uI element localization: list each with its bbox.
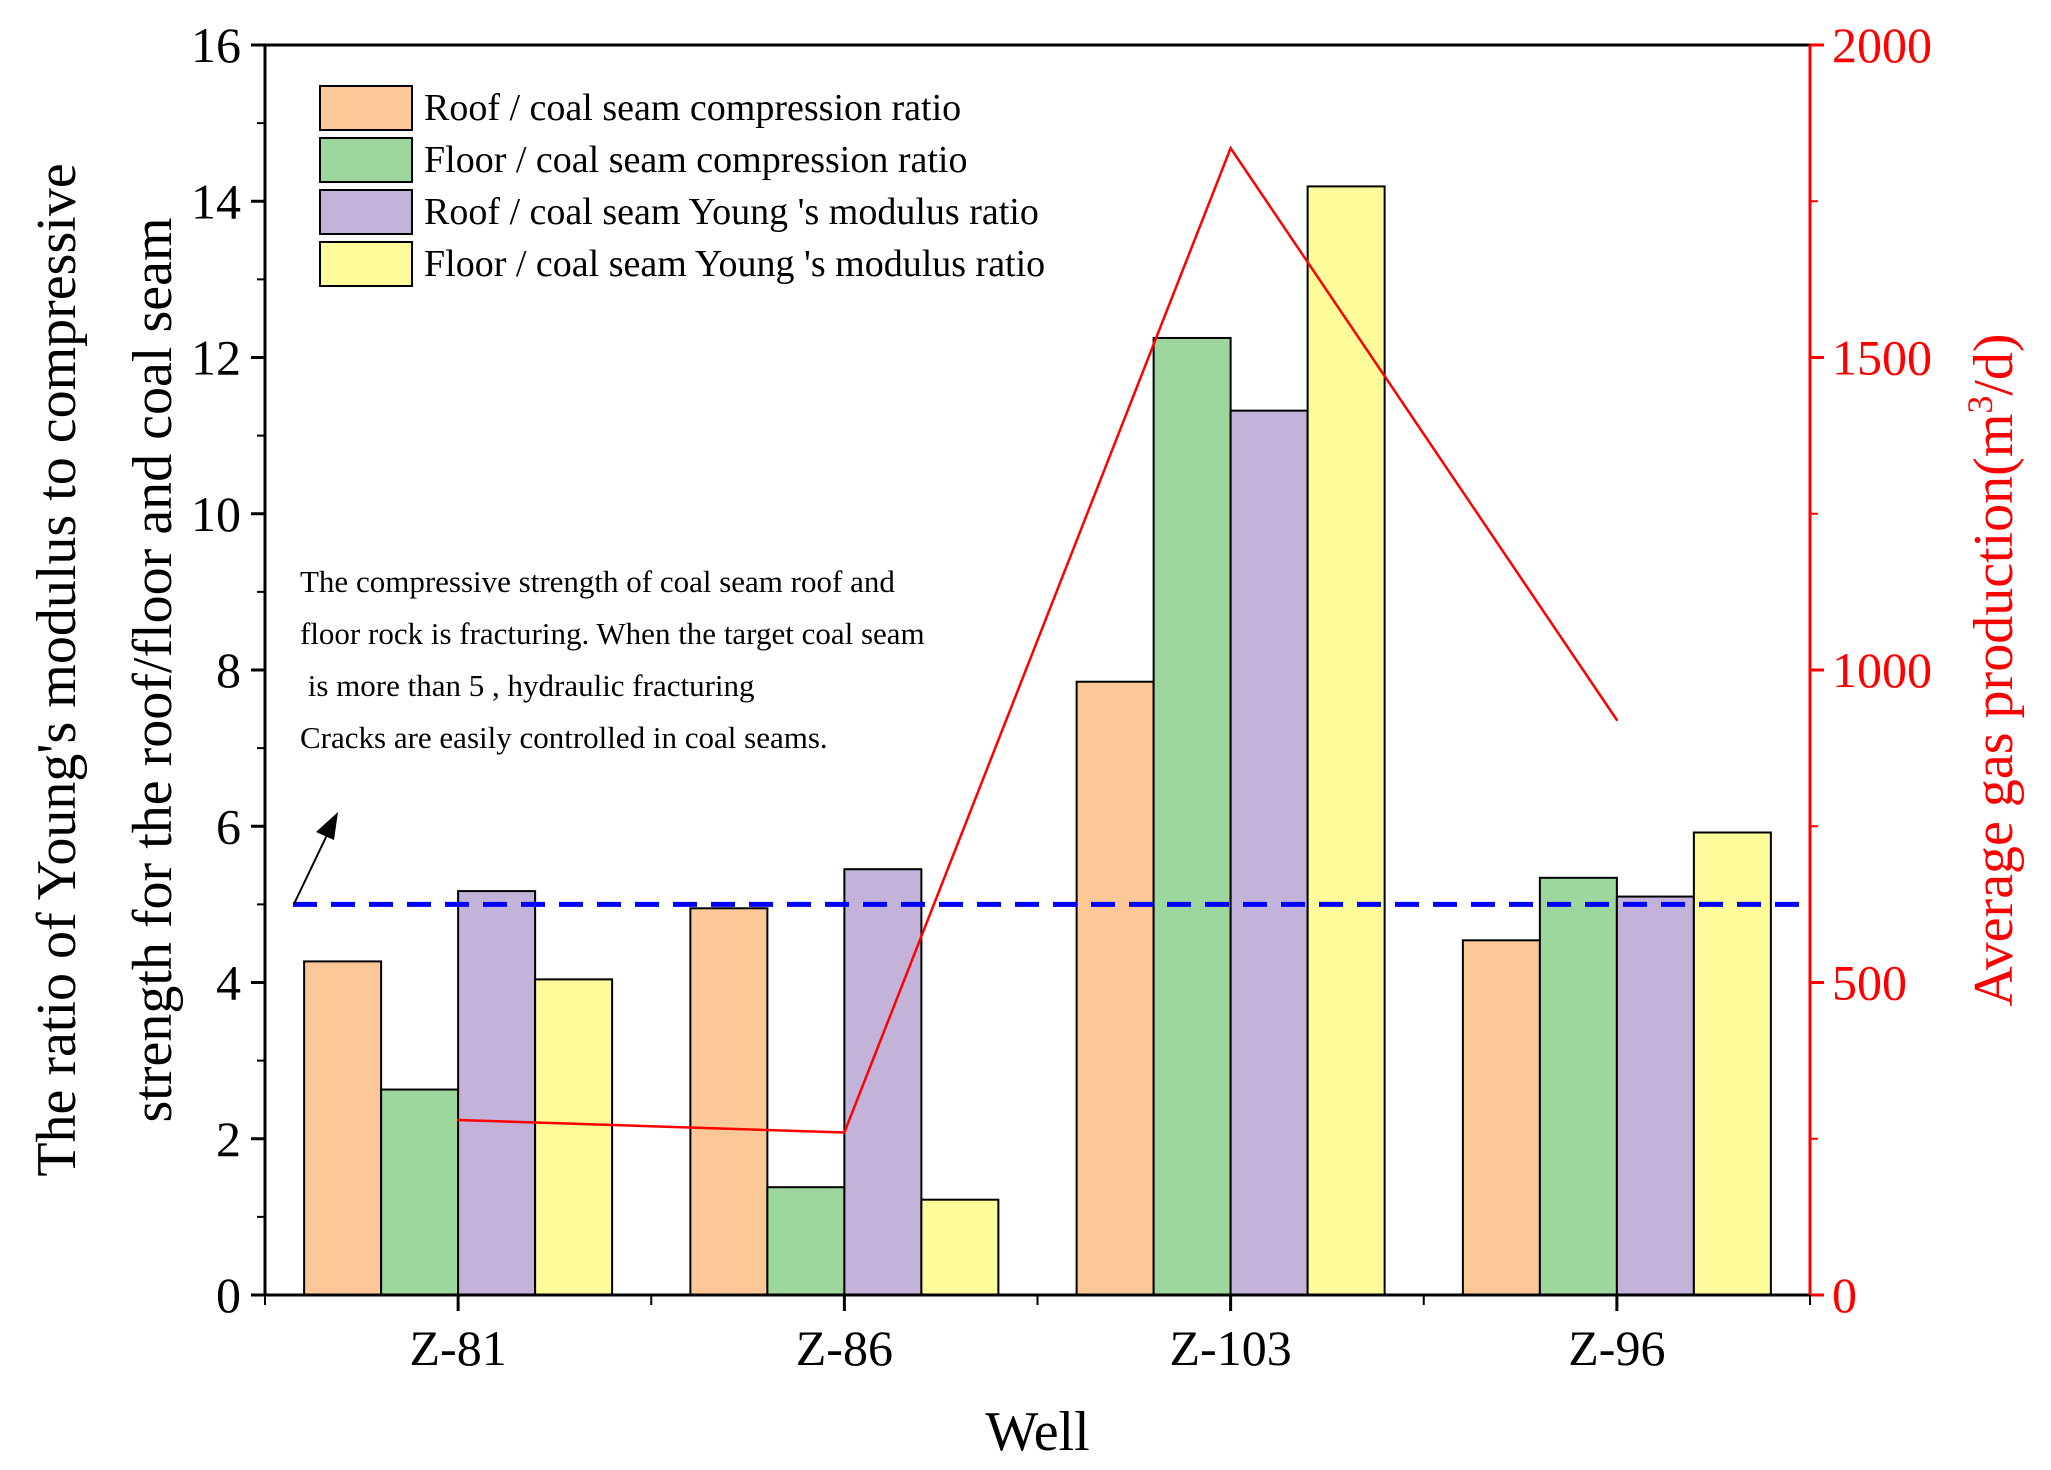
x-axis-title: Well bbox=[985, 1401, 1089, 1463]
y-tick-label: 0 bbox=[216, 1267, 241, 1323]
y-tick-label: 6 bbox=[216, 798, 241, 854]
annotation-arrow-line bbox=[293, 834, 328, 905]
y-tick-label: 14 bbox=[191, 173, 241, 229]
bar-Z-86-s1 bbox=[689, 907, 769, 1296]
bar-Z-81-s1 bbox=[303, 960, 383, 1296]
y-tick-label: 10 bbox=[191, 486, 241, 542]
y-tick-label: 12 bbox=[191, 330, 241, 386]
y-tick-label: 16 bbox=[191, 17, 241, 73]
legend-swatch-3 bbox=[319, 189, 413, 235]
x-tick-label: Z-81 bbox=[410, 1320, 507, 1376]
annotation-arrow-head bbox=[316, 812, 338, 840]
legend-label-3: Roof / coal seam Young 's modulus ratio bbox=[424, 191, 1039, 233]
axes: 0 2 4 6 8 10 12 14 16 0 500 1000 1500 2000 Z-81 Z-86 Z-1… bbox=[191, 17, 1932, 1376]
x-tick-label: Z-103 bbox=[1170, 1320, 1292, 1376]
annotation-line-3: is more than 5 , hydraulic fracturing bbox=[300, 668, 755, 703]
bar-Z-86-s2 bbox=[766, 1186, 846, 1296]
bar-Z-96-s2 bbox=[1538, 876, 1618, 1296]
y2-axis-title-sup: 3 bbox=[1960, 396, 2000, 414]
bar-Z-81-s2 bbox=[380, 1088, 460, 1296]
legend-label-4: Floor / coal seam Young 's modulus ratio bbox=[424, 243, 1045, 285]
y-tick-label: 2 bbox=[216, 1111, 241, 1167]
annotation-line-2: floor rock is fracturing. When the targe… bbox=[300, 616, 925, 651]
gas-production-polyline bbox=[458, 145, 1618, 1134]
y-axis-title-line-1: The ratio of Young's modulus to compress… bbox=[26, 163, 88, 1176]
bar-Z-81-s3 bbox=[457, 890, 537, 1296]
legend: Roof / coal seam compression ratio Floor … bbox=[319, 85, 1045, 287]
y2-axis-title-main: Average gas production(m bbox=[1963, 414, 2025, 1007]
y2-tick-label: 1000 bbox=[1832, 642, 1932, 698]
y-axis-title: The ratio of Young's modulus to compress… bbox=[26, 163, 184, 1176]
bars bbox=[303, 185, 1772, 1296]
bar-Z-81-s4 bbox=[534, 978, 614, 1296]
gas-point-Z-96 bbox=[1615, 718, 1619, 722]
axis-titles: Well The ratio of Young's modulus to comp… bbox=[26, 163, 2025, 1463]
y-axis-title-line-2: strength for the roof/floor and coal sea… bbox=[122, 217, 184, 1122]
gas-production-line bbox=[456, 145, 1619, 1134]
y-tick-label: 8 bbox=[216, 642, 241, 698]
bar-Z-96-s1 bbox=[1461, 939, 1541, 1296]
bar-Z-86-s3 bbox=[843, 868, 923, 1296]
legend-label-2: Floor / coal seam compression ratio bbox=[424, 139, 968, 181]
gas-point-Z-86 bbox=[843, 1131, 846, 1134]
legend-swatch-1 bbox=[319, 85, 413, 131]
bar-Z-96-s4 bbox=[1692, 831, 1772, 1296]
annotation-line-1: The compressive strength of coal seam ro… bbox=[300, 564, 895, 599]
y2-tick-label: 0 bbox=[1832, 1267, 1857, 1323]
y2-tick-label: 1500 bbox=[1832, 330, 1932, 386]
legend-swatch-2 bbox=[319, 137, 413, 183]
bar-Z-103-s3 bbox=[1229, 409, 1309, 1296]
bar-Z-103-s4 bbox=[1306, 185, 1386, 1296]
x-tick-label: Z-86 bbox=[796, 1320, 893, 1376]
legend-label-1: Roof / coal seam compression ratio bbox=[424, 87, 961, 129]
y-tick-label: 4 bbox=[216, 955, 241, 1011]
y2-tick-label: 2000 bbox=[1832, 17, 1932, 73]
x-tick-label: Z-96 bbox=[1568, 1320, 1665, 1376]
y2-tick-label: 500 bbox=[1832, 955, 1907, 1011]
annotation: The compressive strength of coal seam ro… bbox=[293, 564, 925, 905]
legend-swatch-4 bbox=[319, 241, 413, 287]
bar-Z-103-s2 bbox=[1152, 336, 1232, 1296]
y2-axis-title-end: /d) bbox=[1963, 333, 2025, 395]
bar-Z-86-s4 bbox=[920, 1198, 1000, 1296]
bar-Z-96-s3 bbox=[1615, 895, 1695, 1296]
gas-point-Z-103 bbox=[1229, 146, 1232, 150]
annotation-line-4: Cracks are easily controlled in coal sea… bbox=[300, 720, 828, 755]
bar-Z-103-s1 bbox=[1075, 680, 1155, 1296]
y2-axis-title: Average gas production(m3/d) bbox=[1960, 333, 2025, 1006]
gas-point-Z-81 bbox=[456, 1118, 460, 1122]
